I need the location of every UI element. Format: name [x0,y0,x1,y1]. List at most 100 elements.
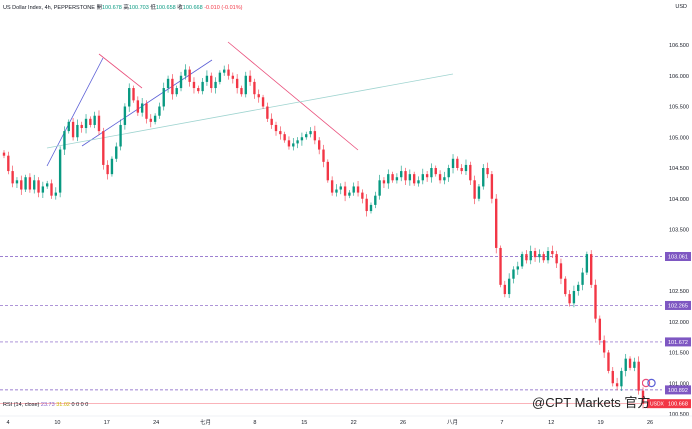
price-tick-8: 102.000 [669,320,689,326]
price-level-lines [0,256,662,405]
current-price-symbol: USDX [650,402,665,408]
candle-body-68 [296,140,299,144]
candles [2,64,645,409]
candle-body-92 [400,171,403,178]
price-tick-4: 104.500 [669,166,689,172]
candle-body-87 [378,180,381,196]
time-tick-6: 15 [301,420,307,426]
close-label: 收 [177,5,183,11]
level-value-3: 100.892 [668,388,688,394]
low-value: 100.658 [155,5,176,11]
candle-body-74 [322,149,325,162]
time-tick-0: 4 [6,420,9,426]
candle-body-32 [140,103,144,113]
candle-body-13 [58,149,62,193]
candle-body-62 [270,118,273,125]
time-tick-9: 八月 [447,419,458,426]
candle-body-115 [499,247,502,285]
candle-body-41 [179,75,183,89]
candle-body-61 [266,106,269,119]
candle-body-89 [387,174,390,184]
candle-body-35 [153,115,157,122]
time-tick-13: 26 [647,420,653,426]
candle-body-117 [507,278,511,295]
price-axis[interactable]: 106.500 106.000 105.500 105.000 104.500 104.0… [647,43,691,418]
trend-line-blue-2 [81,59,213,147]
candle-body-19 [84,118,88,129]
price-tick-11: 100.500 [669,412,689,418]
high-value: 100.703 [128,5,149,11]
candle-body-40 [175,88,178,95]
candle-body-130 [564,278,567,295]
time-tick-11: 12 [548,420,554,426]
candle-body-37 [162,88,165,107]
candle-body-145 [628,358,632,368]
candle-body-138 [598,318,602,341]
candle-body-39 [171,78,174,95]
candle-body-15 [67,121,70,132]
candle-body-55 [240,88,243,95]
candle-body-58 [253,81,256,95]
candle-body-81 [352,186,355,193]
candle-body-20 [89,118,92,125]
candle-body-42 [184,69,187,76]
candle-body-34 [149,118,152,122]
close-value: 100.668 [182,5,203,11]
candle-body-22 [97,115,101,132]
time-tick-5: 8 [253,420,256,426]
candle-body-144 [624,358,627,371]
rsi-zeros: 0 0 0 0 [71,402,89,408]
candle-body-59 [257,94,260,98]
candle-body-103 [447,168,450,178]
candle-body-78 [339,186,342,190]
watermark: @CPT Markets 官方 [532,392,650,411]
level-badge-2 [665,337,691,347]
candle-body-119 [516,266,519,270]
candle-body-2 [11,171,14,184]
candle-body-21 [93,115,96,125]
candle-body-141 [611,370,614,384]
trend-line-pink-1 [98,53,143,89]
price-tick-1: 106.000 [669,74,689,80]
candle-body-121 [525,254,528,261]
candle-body-111 [482,168,485,187]
candle-body-4 [20,180,23,190]
candle-body-95 [412,174,416,184]
candle-body-98 [425,174,429,178]
candle-body-96 [417,180,420,184]
time-axis[interactable]: 4 10 17 24 七月 8 15 22 26 八月 7 12 19 26 [6,418,653,426]
rsi-legend: RSI (14, close) 23.73 31.02 0 0 0 0 [3,402,88,408]
candle-body-48 [210,75,213,89]
candle-body-137 [594,284,597,319]
candle-body-76 [330,180,334,193]
candle-body-7 [33,180,36,190]
candle-body-120 [520,254,524,267]
candle-body-93 [404,171,407,181]
candle-body-43 [188,69,191,82]
open-label: 開 [96,5,102,11]
candle-body-109 [473,180,476,199]
candle-body-51 [223,69,226,73]
price-tick-3: 105.000 [669,135,689,141]
candle-body-50 [218,72,222,82]
candle-body-82 [356,186,360,193]
logo-icon [642,378,656,388]
candle-body-47 [205,75,209,82]
candle-body-25 [110,158,114,175]
candle-body-33 [145,103,148,119]
candle-body-0 [2,152,6,156]
candle-body-88 [382,180,386,184]
candle-body-123 [533,251,537,258]
candle-body-10 [45,183,49,187]
time-tick-8: 26 [400,420,406,426]
candle-body-106 [460,168,463,172]
candle-body-71 [309,131,312,135]
candle-body-44 [192,81,196,89]
candle-body-140 [607,352,610,371]
level-badge-0 [665,251,691,261]
rsi-value-2: 31.02 [56,402,70,408]
candle-body-102 [443,177,446,181]
level-badge-1 [665,300,691,310]
price-tick-10: 101.000 [669,381,689,387]
